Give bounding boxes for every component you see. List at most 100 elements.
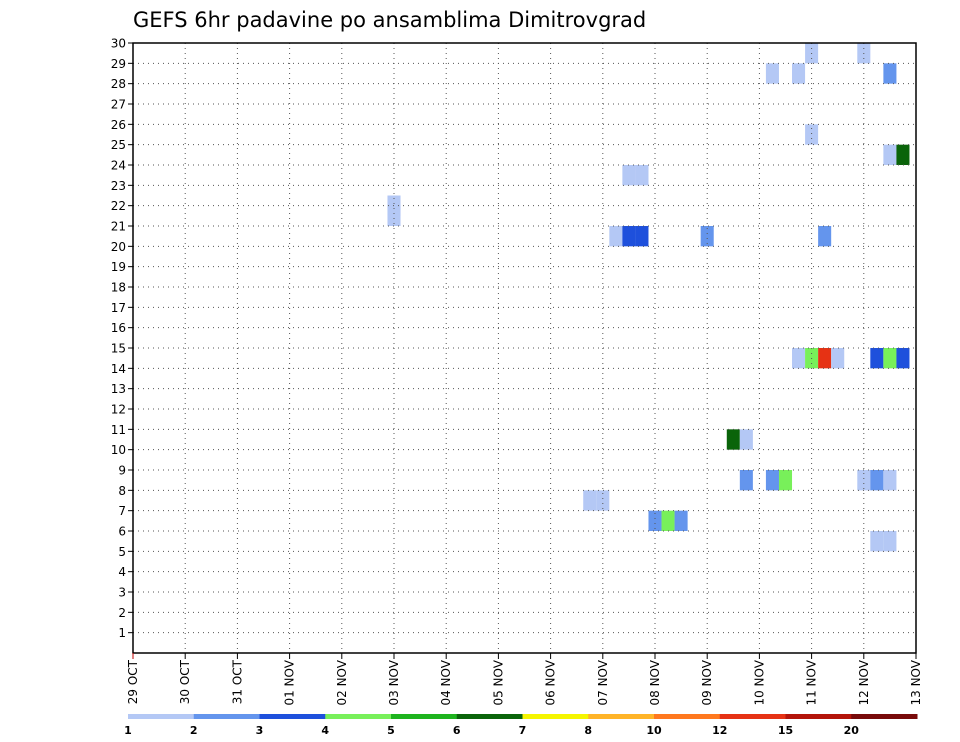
y-tick-label: 16 — [111, 321, 126, 335]
colorbar-swatch — [391, 714, 458, 719]
heatmap-cell — [883, 63, 897, 84]
x-tick-label: 08 NOV — [648, 659, 662, 705]
colorbar-swatch — [259, 714, 326, 719]
colorbar-swatch — [193, 714, 260, 719]
colorbar-label: 2 — [190, 724, 198, 737]
x-tick-label: 31 OCT — [230, 659, 244, 704]
y-tick-label: 29 — [111, 57, 126, 71]
y-tick-label: 17 — [111, 301, 126, 315]
heatmap-cell — [726, 429, 740, 450]
y-tick-label: 24 — [111, 159, 126, 173]
x-tick-label: 02 NOV — [335, 659, 349, 705]
colorbar-label: 6 — [453, 724, 461, 737]
heatmap-cell — [778, 470, 793, 491]
x-tick-label: 10 NOV — [752, 659, 766, 705]
y-tick-label: 11 — [111, 423, 126, 437]
heatmap-cell — [583, 490, 597, 511]
heatmap-cell — [609, 226, 623, 247]
colorbar-swatch — [128, 714, 195, 719]
heatmap-cell — [622, 226, 636, 247]
heatmap-cell — [857, 470, 871, 491]
y-axis-ticks: 1234567891011121314151617181920212223242… — [111, 37, 133, 640]
x-tick-label: 11 NOV — [805, 659, 819, 705]
heatmap-cell — [805, 124, 819, 145]
y-tick-label: 30 — [111, 37, 126, 51]
heatmap-cell — [870, 531, 884, 552]
colorbar-label: 12 — [712, 724, 727, 737]
colorbar-swatch — [851, 714, 918, 719]
x-tick-label: 04 NOV — [439, 659, 453, 705]
heatmap-cell — [739, 429, 753, 450]
x-tick-label: 07 NOV — [596, 659, 610, 705]
y-tick-label: 22 — [111, 199, 126, 213]
y-tick-label: 9 — [118, 464, 126, 478]
y-tick-label: 21 — [111, 220, 126, 234]
colorbar-label: 10 — [646, 724, 662, 737]
heatmap-cell — [765, 470, 779, 491]
colorbar-label: 5 — [387, 724, 395, 737]
heatmap-cell — [674, 510, 688, 531]
heatmap-cell — [818, 348, 832, 369]
heatmap-cell — [792, 348, 806, 369]
heatmap-cell — [622, 165, 636, 186]
y-tick-label: 14 — [111, 362, 126, 376]
x-tick-label: 09 NOV — [700, 659, 714, 705]
heatmap-cell — [792, 63, 806, 84]
heatmap-cell — [818, 226, 832, 247]
colorbar-swatch — [456, 714, 523, 719]
y-tick-label: 25 — [111, 138, 126, 152]
y-tick-label: 1 — [118, 626, 126, 640]
x-tick-label: 29 OCT — [126, 659, 140, 704]
colorbar-swatch — [785, 714, 852, 719]
colorbar-swatch — [325, 714, 392, 719]
colorbar-swatch — [588, 714, 655, 719]
y-tick-label: 4 — [118, 565, 126, 579]
chart-title: GEFS 6hr padavine po ansamblima Dimitrov… — [133, 8, 646, 32]
heatmap-cell — [883, 144, 897, 165]
y-tick-label: 12 — [111, 403, 126, 417]
heatmap-cell — [635, 165, 649, 186]
x-tick-label: 06 NOV — [544, 659, 558, 705]
y-tick-label: 6 — [118, 525, 126, 539]
y-tick-label: 19 — [111, 260, 126, 274]
heatmap-cell — [883, 531, 897, 552]
heatmap-cell — [661, 510, 675, 531]
y-tick-label: 18 — [111, 281, 126, 295]
x-axis-ticks: 29 OCT 30 OCT 31 OCT 01 NOV 02 NOV 03 NOV 04 N… — [126, 653, 923, 706]
heatmap-cell — [870, 470, 884, 491]
heatmap-cell — [700, 226, 714, 247]
colorbar-swatch — [522, 714, 589, 719]
y-tick-label: 26 — [111, 118, 126, 132]
heatmap-cell — [648, 510, 662, 531]
y-tick-label: 13 — [111, 382, 126, 396]
heatmap-cell — [883, 348, 897, 369]
x-tick-label: 12 NOV — [857, 659, 871, 705]
y-tick-label: 28 — [111, 77, 126, 91]
heatmap-cell — [870, 348, 884, 369]
y-tick-label: 8 — [118, 484, 126, 498]
colorbar-swatch — [719, 714, 786, 719]
y-tick-label: 20 — [111, 240, 126, 254]
heatmap-cell — [596, 490, 610, 511]
y-tick-label: 23 — [111, 179, 126, 193]
heatmap-cells — [387, 43, 910, 552]
x-tick-label: 01 NOV — [283, 659, 297, 705]
heatmap-cell — [739, 470, 753, 491]
colorbar-label: 4 — [321, 724, 329, 737]
colorbar-label: 8 — [584, 724, 592, 737]
heatmap-cell — [765, 63, 779, 84]
colorbar-label: 3 — [256, 724, 264, 737]
y-tick-label: 27 — [111, 98, 126, 112]
colorbar: 1 2 3 4 5 6 7 8 10 12 15 20 — [124, 714, 918, 737]
x-tick-label: 30 OCT — [178, 659, 192, 704]
colorbar-label: 20 — [844, 724, 860, 737]
y-tick-label: 3 — [118, 586, 126, 600]
y-tick-label: 2 — [118, 606, 126, 620]
colorbar-label: 15 — [778, 724, 793, 737]
y-tick-label: 5 — [118, 545, 126, 559]
y-tick-label: 10 — [111, 443, 126, 457]
heatmap-cell — [896, 348, 910, 369]
x-tick-label: 05 NOV — [491, 659, 505, 705]
colorbar-label: 7 — [519, 724, 527, 737]
heatmap-cell — [896, 144, 910, 165]
